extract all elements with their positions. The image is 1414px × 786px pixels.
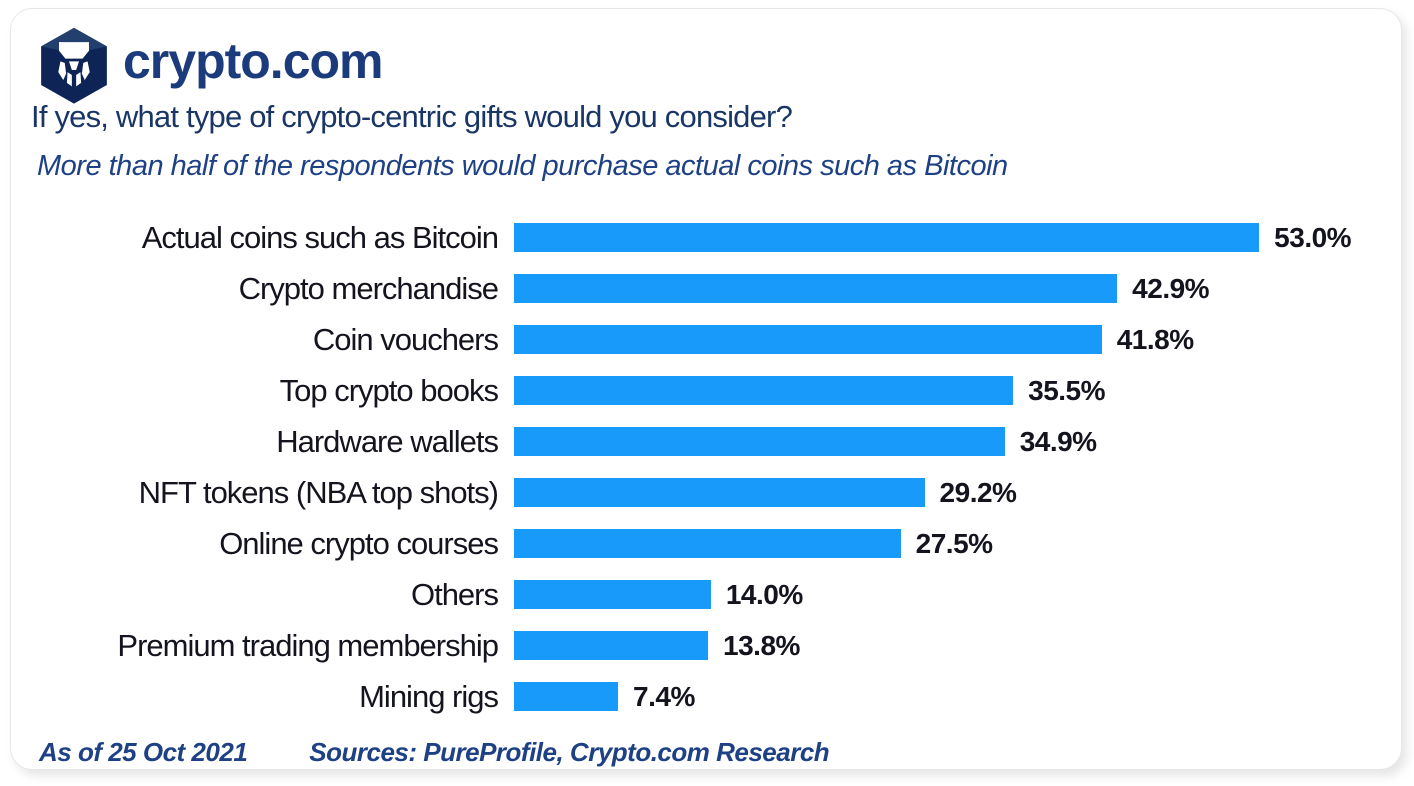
value-label: 42.9% (1132, 272, 1210, 304)
category-label: NFT tokens (NBA top shots) (138, 475, 499, 510)
category-label: Premium trading membership (117, 628, 499, 663)
sources-note: Sources: PureProfile, Crypto.com Researc… (309, 737, 830, 767)
chart-row: Mining rigs 7.4% (11, 671, 1401, 722)
value-label: 29.2% (939, 476, 1017, 508)
bar (514, 376, 1014, 405)
footer: As of 25 Oct 2021 Sources: PureProfile, … (39, 737, 830, 768)
value-label: 35.5% (1028, 374, 1106, 406)
brand-header: crypto.com (37, 25, 384, 105)
chart-row: Online crypto courses 27.5% (11, 518, 1401, 569)
value-label: 7.4% (633, 680, 695, 712)
category-label: Crypto merchandise (238, 271, 499, 306)
category-label: Others (410, 577, 499, 612)
chart-row: Crypto merchandise 42.9% (11, 263, 1401, 314)
infographic-card: crypto.com If yes, what type of crypto-c… (10, 8, 1402, 770)
chart-row: Premium trading membership 13.8% (11, 620, 1401, 671)
bar (514, 274, 1118, 303)
category-label: Top crypto books (279, 373, 499, 408)
brand-wordmark: crypto.com (123, 33, 384, 89)
bar (514, 631, 709, 660)
chart-row: NFT tokens (NBA top shots) 29.2% (11, 467, 1401, 518)
bar-chart: Actual coins such as Bitcoin 53.0% Crypto … (11, 212, 1401, 722)
bar (514, 325, 1102, 354)
chart-row: Others 14.0% (11, 569, 1401, 620)
value-label: 53.0% (1274, 221, 1352, 253)
bar (514, 529, 901, 558)
bar (514, 223, 1260, 252)
category-label: Mining rigs (359, 679, 499, 714)
category-label: Actual coins such as Bitcoin (141, 220, 499, 255)
value-label: 34.9% (1019, 425, 1097, 457)
bar (514, 580, 711, 609)
crypto-com-logo-icon (41, 27, 107, 104)
category-label: Online crypto courses (219, 526, 499, 561)
chart-row: Hardware wallets 34.9% (11, 416, 1401, 467)
value-label: 41.8% (1116, 323, 1194, 355)
category-label: Hardware wallets (276, 424, 499, 459)
bar (514, 427, 1005, 456)
category-label: Coin vouchers (312, 322, 499, 357)
value-label: 27.5% (915, 527, 993, 559)
value-label: 14.0% (725, 578, 803, 610)
chart-row: Top crypto books 35.5% (11, 365, 1401, 416)
bar (514, 682, 619, 711)
chart-title: If yes, what type of crypto-centric gift… (31, 99, 793, 134)
chart-subtitle: More than half of the respondents would … (37, 150, 1008, 182)
chart-row: Actual coins such as Bitcoin 53.0% (11, 212, 1401, 263)
bar (514, 478, 925, 507)
as-of-date: As of 25 Oct 2021 (39, 737, 248, 767)
value-label: 13.8% (723, 629, 800, 661)
chart-row: Coin vouchers 41.8% (11, 314, 1401, 365)
